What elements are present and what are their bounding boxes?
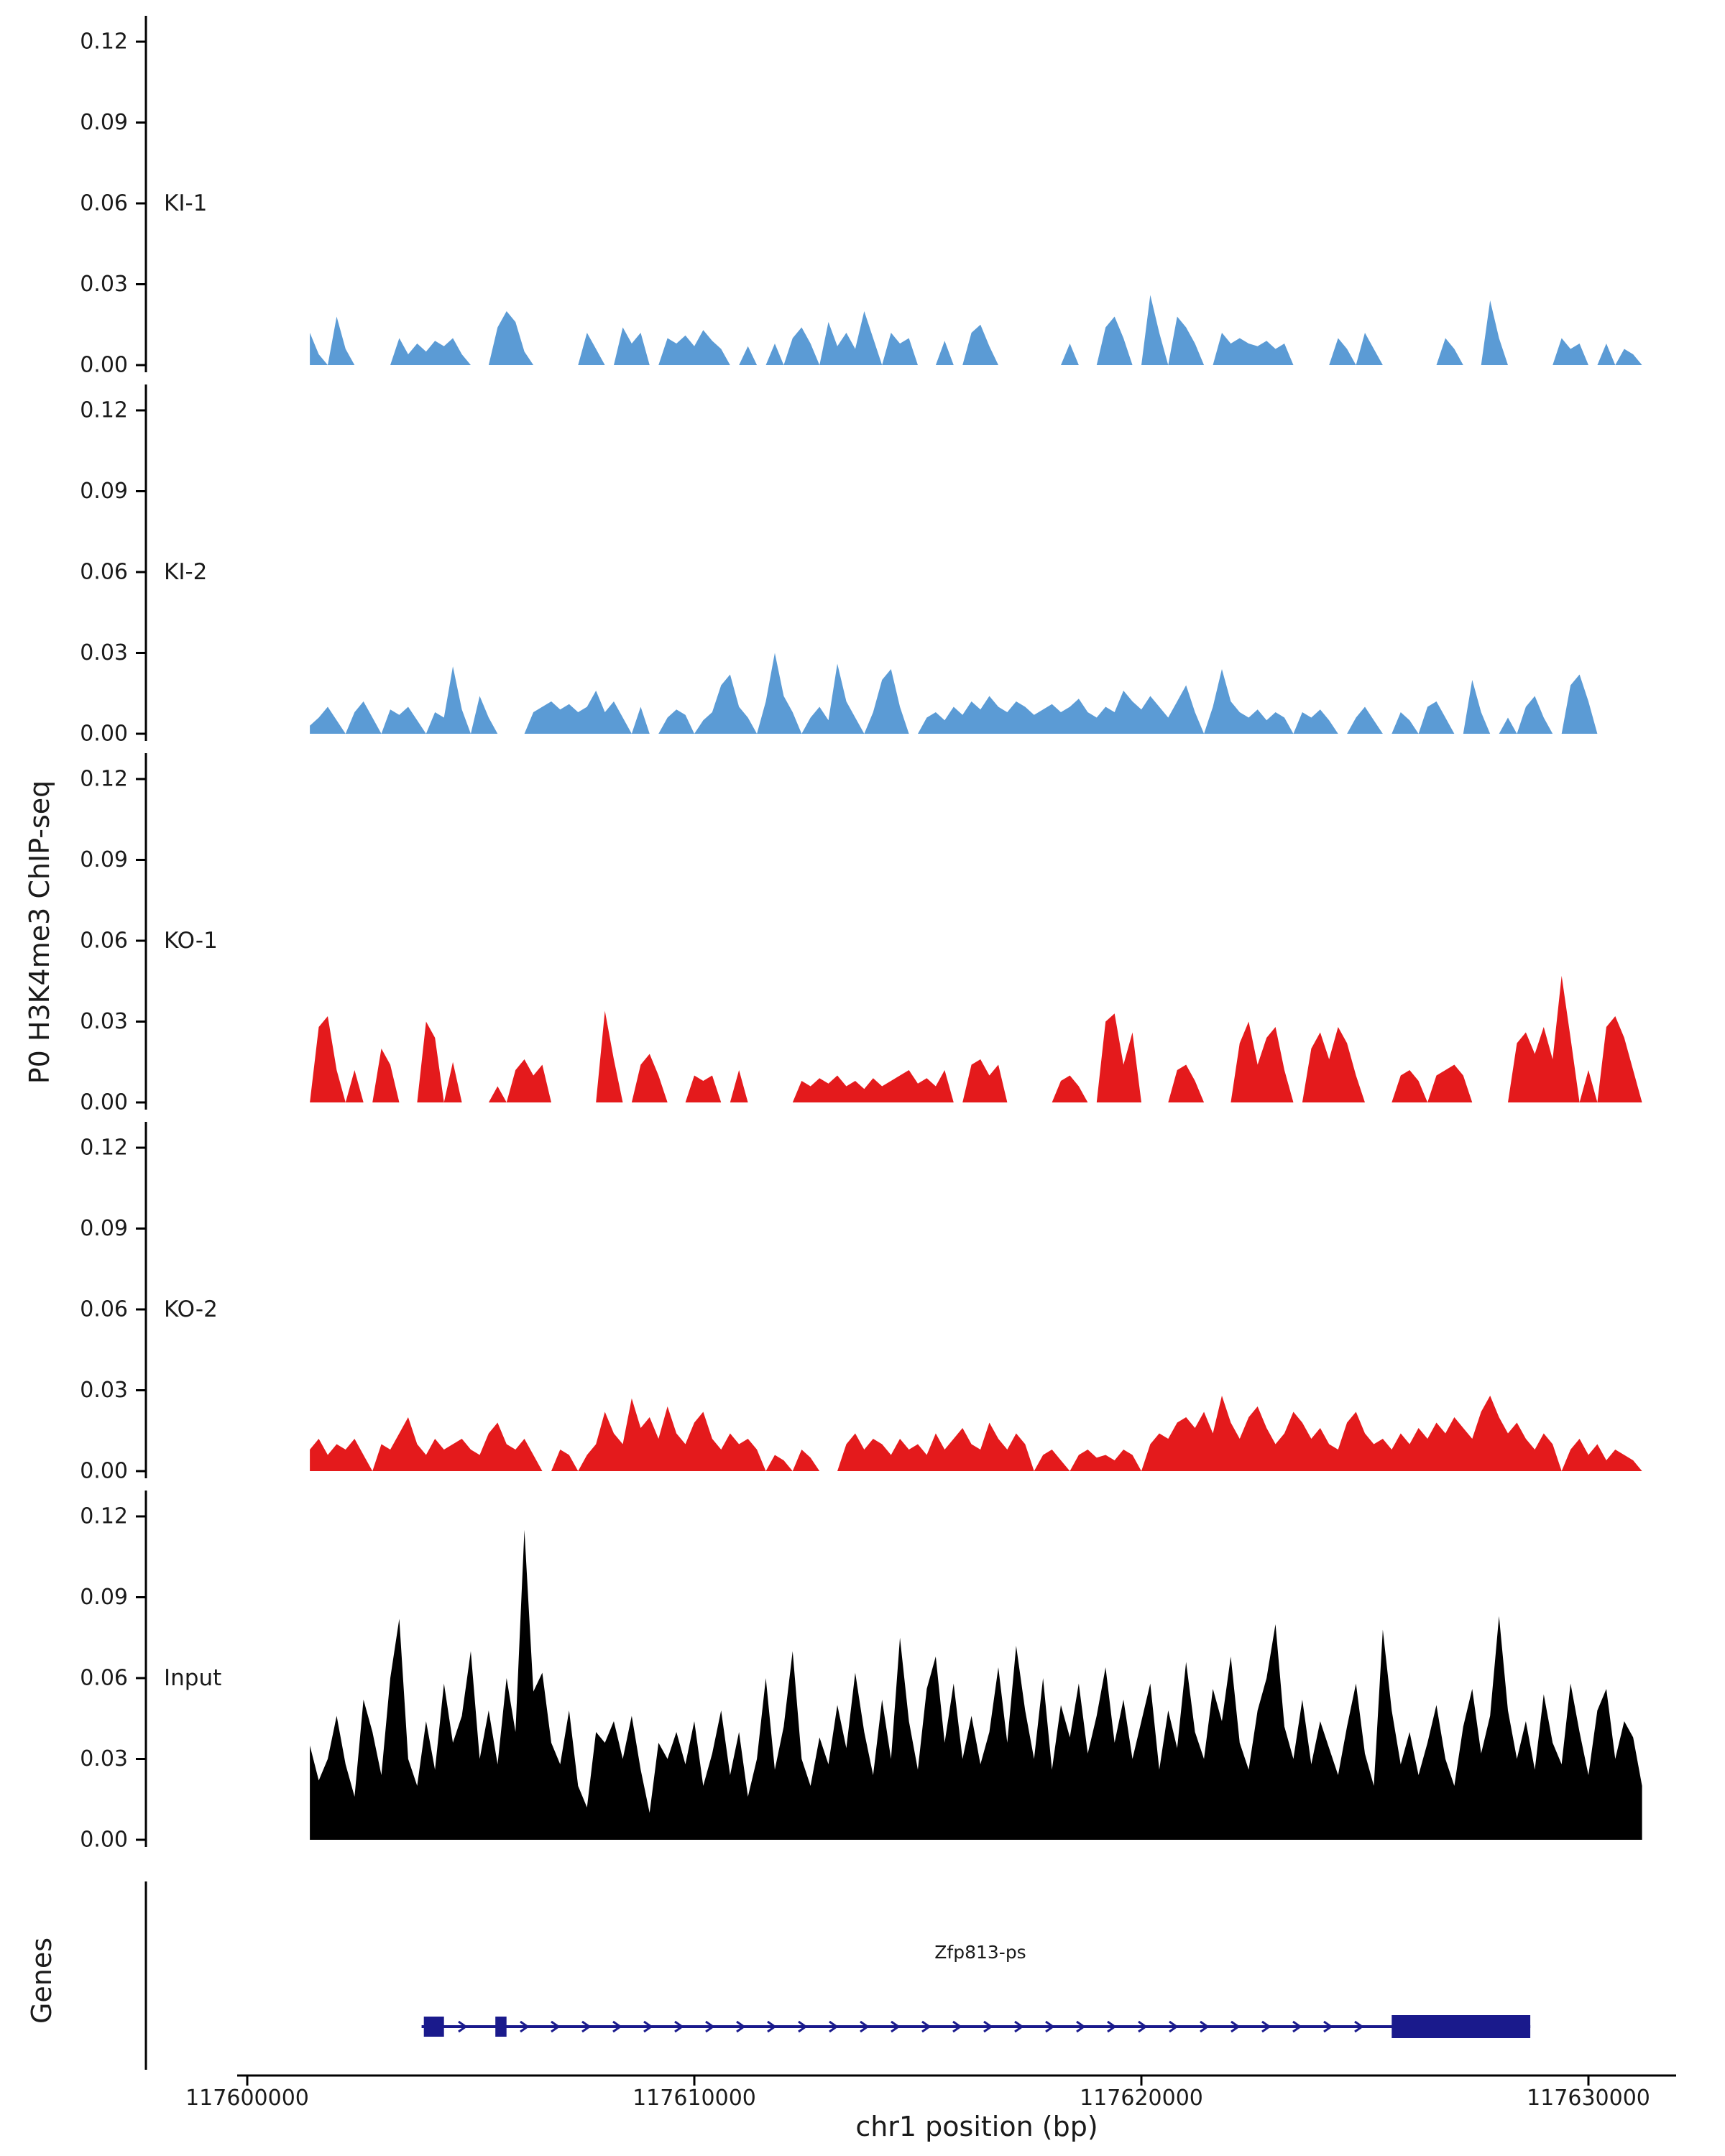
y-tick-label: 0.06 <box>80 1297 128 1322</box>
y-tick-label: 0.06 <box>80 560 128 585</box>
track-ki-1: 0.00 0.03 0.06 0.09 0.12 <box>80 16 1642 378</box>
strand-arrow-icon <box>767 2020 777 2033</box>
strand-arrow-icon <box>1169 2020 1179 2033</box>
genes-panel-label: Genes <box>26 1937 58 2024</box>
strand-arrow-icon <box>520 2020 530 2033</box>
y-tick-label: 0.12 <box>80 767 128 792</box>
strand-arrow-icon <box>458 2020 468 2033</box>
strand-arrow-icon <box>952 2020 962 2033</box>
y-tick-label: 0.03 <box>80 640 128 665</box>
x-axis <box>237 2074 1676 2086</box>
strand-arrow-icon <box>1323 2020 1333 2033</box>
coverage-area-input <box>310 1529 1642 1840</box>
strand-arrow-icon <box>1138 2020 1148 2033</box>
y-tick-label: 0.09 <box>80 110 128 135</box>
y-tick-label: 0.12 <box>80 398 128 423</box>
strand-arrow-icon <box>1354 2020 1364 2033</box>
track-label-input: Input <box>164 1665 222 1691</box>
strand-arrow-icon <box>1292 2020 1302 2033</box>
track-label-ki1: KI-1 <box>164 190 208 216</box>
strand-arrow-icon <box>612 2020 622 2033</box>
strand-arrow-icon <box>983 2020 993 2033</box>
gene-name: Zfp813-ps <box>934 1942 1026 1963</box>
strand-arrow-icon <box>1200 2020 1210 2033</box>
strand-arrow-icon <box>1107 2020 1117 2033</box>
strand-arrow-icon <box>1045 2020 1055 2033</box>
y-tick-label: 0.06 <box>80 929 128 954</box>
y-tick-label: 0.06 <box>80 191 128 216</box>
coverage-area-ki-1 <box>310 295 1642 365</box>
strand-arrow-icon <box>798 2020 808 2033</box>
y-tick-label: 0.00 <box>80 722 128 747</box>
coverage-area-ko-1 <box>310 975 1642 1102</box>
strand-arrow-icon <box>581 2020 592 2033</box>
y-tick-label: 0.09 <box>80 1216 128 1241</box>
track-ko-1: 0.00 0.03 0.06 0.09 0.12 <box>80 753 1642 1115</box>
strand-arrow-icon <box>1230 2020 1241 2033</box>
gene-track <box>144 1881 1531 2070</box>
track-label-ki2: KI-2 <box>164 559 208 585</box>
coverage-area-ko-2 <box>310 1396 1642 1471</box>
strand-arrow-icon <box>1076 2020 1086 2033</box>
track-label-ko1: KO-1 <box>164 928 218 954</box>
y-tick-label: 0.00 <box>80 1828 128 1853</box>
y-tick-label: 0.12 <box>80 1135 128 1161</box>
track-ko-2: 0.00 0.03 0.06 0.09 0.12 <box>80 1122 1642 1484</box>
strand-arrow-icon <box>921 2020 932 2033</box>
y-tick-label: 0.09 <box>80 1585 128 1610</box>
strand-arrow-icon <box>705 2020 715 2033</box>
strand-arrow-icon <box>674 2020 684 2033</box>
y-tick-label: 0.03 <box>80 1378 128 1403</box>
gene-exon <box>495 2017 507 2037</box>
y-tick-label: 0.00 <box>80 1090 128 1115</box>
track-input: 0.00 0.03 0.06 0.09 0.12 <box>80 1491 1642 1853</box>
strand-arrow-icon <box>643 2020 653 2033</box>
strand-arrow-icon <box>860 2020 870 2033</box>
strand-arrow-icon <box>551 2020 561 2033</box>
coverage-area-ki-2 <box>310 653 1642 734</box>
strand-arrow-icon <box>1014 2020 1024 2033</box>
x-axis-title: chr1 position (bp) <box>855 2111 1098 2142</box>
y-tick-label: 0.06 <box>80 1666 128 1691</box>
gene-exon <box>423 2017 444 2037</box>
y-axis-label: P0 H3K4me3 ChIP-seq <box>24 780 55 1084</box>
y-tick-label: 0.00 <box>80 353 128 378</box>
y-tick-label: 0.12 <box>80 29 128 55</box>
y-tick-label: 0.09 <box>80 479 128 504</box>
x-tick-label-3: 117630000 <box>1527 2086 1650 2111</box>
y-tick-label: 0.00 <box>80 1459 128 1484</box>
x-tick-label-0: 117600000 <box>185 2086 309 2111</box>
y-tick-label: 0.03 <box>80 1009 128 1034</box>
strand-arrow-icon <box>1261 2020 1271 2033</box>
x-tick-label-1: 117610000 <box>632 2086 756 2111</box>
strand-arrow-icon <box>736 2020 746 2033</box>
y-tick-label: 0.12 <box>80 1504 128 1529</box>
y-tick-label: 0.03 <box>80 272 128 297</box>
x-tick-label-2: 117620000 <box>1080 2086 1203 2111</box>
y-tick-label: 0.03 <box>80 1746 128 1772</box>
track-label-ko2: KO-2 <box>164 1296 218 1322</box>
y-tick-label: 0.09 <box>80 847 128 872</box>
strand-arrow-icon <box>891 2020 901 2033</box>
gene-exon <box>1392 2015 1531 2038</box>
strand-arrow-icon <box>829 2020 839 2033</box>
track-ki-2: 0.00 0.03 0.06 0.09 0.12 <box>80 384 1642 747</box>
